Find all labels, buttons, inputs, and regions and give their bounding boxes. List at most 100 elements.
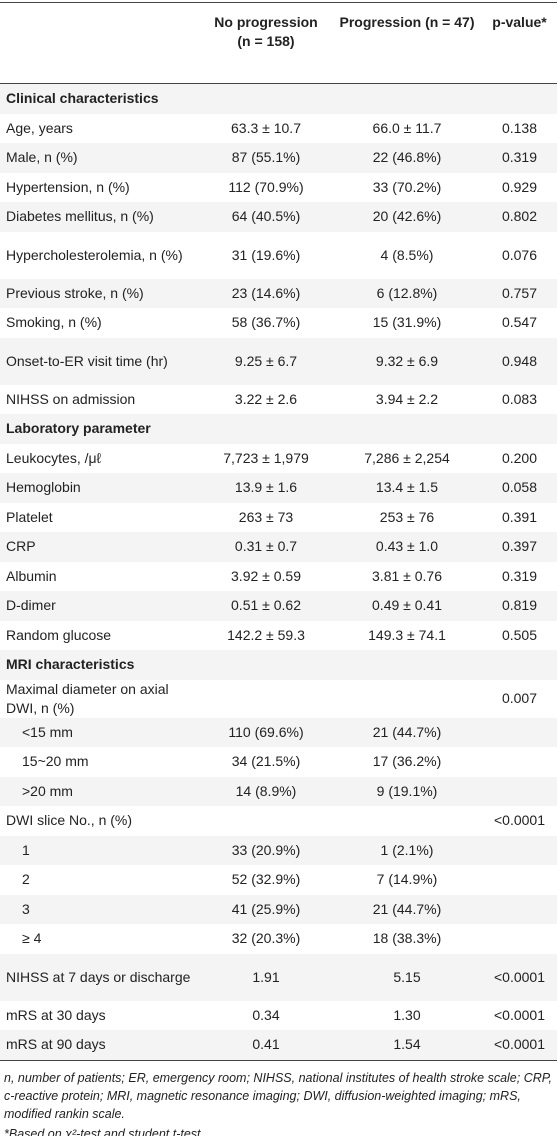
cell <box>200 680 332 718</box>
cell: 41 (25.9%) <box>231 900 301 917</box>
table-row: Onset-to-ER visit time (hr) 9.25 ± 6.7 9.3… <box>0 337 557 385</box>
row-label: CRP <box>6 538 36 555</box>
table-row: Leukocytes, /μℓ 7,723 ± 1,979 7,286 ± 2,25… <box>0 444 557 474</box>
cell: 58 (36.7%) <box>231 314 301 331</box>
cell: 34 (21.5%) <box>231 753 301 770</box>
row-label: Platelet <box>6 508 53 525</box>
table-row: 3 41 (25.9%) 21 (44.7%) <box>0 894 557 925</box>
table-row: Random glucose 142.2 ± 59.3 149.3 ± 74.1 0.… <box>0 621 557 651</box>
cell: 253 ± 76 <box>379 508 435 525</box>
row-label: 3 <box>22 900 30 917</box>
cell: 263 ± 73 <box>238 508 294 525</box>
section-row: MRI characteristics <box>0 650 557 680</box>
cell <box>482 718 557 748</box>
table-row: Hypertension, n (%) 112 (70.9%) 33 (70.2%)… <box>0 173 557 203</box>
table-row: Platelet 263 ± 73 253 ± 76 0.391 <box>0 503 557 533</box>
cell <box>482 865 557 895</box>
row-label: Hypercholesterolemia, n (%) <box>6 246 183 263</box>
row-label: mRS at 90 days <box>6 1036 106 1053</box>
cell: 3.81 ± 0.76 <box>372 567 442 584</box>
cell <box>482 747 557 777</box>
footnote: n, number of patients; ER, emergency roo… <box>4 1070 552 1121</box>
table-row: D-dimer 0.51 ± 0.62 0.49 ± 0.41 0.819 <box>0 591 557 621</box>
row-label: D-dimer <box>6 597 56 614</box>
row-label: Onset-to-ER visit time (hr) <box>6 352 168 369</box>
table-body: Clinical characteristics Age, years 63.3 ±… <box>0 83 557 1060</box>
table-row: Age, years 63.3 ± 10.7 66.0 ± 11.7 0.138 <box>0 114 557 144</box>
row-label: ≥ 4 <box>22 930 42 947</box>
table-row: 1 33 (20.9%) 1 (2.1%) <box>0 835 557 866</box>
cell: 1.54 <box>393 1036 421 1053</box>
cell: <0.0001 <box>494 812 545 829</box>
cell: 5.15 <box>393 968 421 985</box>
cell: 1.91 <box>252 968 280 985</box>
table-row: 2 52 (32.9%) 7 (14.9%) <box>0 865 557 895</box>
section-row: Clinical characteristics <box>0 83 557 114</box>
cell: 1 (2.1%) <box>380 841 434 858</box>
table-row: mRS at 90 days 0.41 1.54 <0.0001 <box>0 1030 557 1060</box>
row-label: mRS at 30 days <box>6 1006 106 1023</box>
cell: <0.0001 <box>494 1006 545 1023</box>
cell: 0.49 ± 0.41 <box>372 597 442 614</box>
cell: 15 (31.9%) <box>372 314 442 331</box>
row-label: Albumin <box>6 567 57 584</box>
cell <box>482 836 557 866</box>
cell: 149.3 ± 74.1 <box>368 626 446 643</box>
cell <box>482 895 557 925</box>
row-label: Hemoglobin <box>6 479 81 496</box>
row-label: 1 <box>22 841 30 858</box>
row-label: 15~20 mm <box>22 753 89 770</box>
cell: 0.34 <box>252 1006 280 1023</box>
cell: 0.41 <box>252 1036 280 1053</box>
cell: 20 (42.6%) <box>372 208 442 225</box>
cell: 0.948 <box>501 352 538 369</box>
table-row: 15~20 mm 34 (21.5%) 17 (36.2%) <box>0 747 557 777</box>
cell: 3.92 ± 0.59 <box>231 567 301 584</box>
cell: 33 (20.9%) <box>231 841 301 858</box>
row-label: Age, years <box>6 119 73 136</box>
cell: <0.0001 <box>494 1036 545 1053</box>
cell: 3.22 ± 2.6 <box>234 390 298 407</box>
cell: 33 (70.2%) <box>372 178 442 195</box>
cell: 23 (14.6%) <box>231 284 301 301</box>
cell: 9 (19.1%) <box>376 782 438 799</box>
cell: 0.083 <box>501 390 538 407</box>
footnote: *Based on χ²-test and student t-test. <box>4 1126 204 1136</box>
cell: 14 (8.9%) <box>235 782 297 799</box>
cell: <0.0001 <box>494 968 545 985</box>
row-label: Previous stroke, n (%) <box>6 284 144 301</box>
cell: 7,723 ± 1,979 <box>223 449 309 466</box>
cell: 0.505 <box>501 626 538 643</box>
cell: 3.94 ± 2.2 <box>375 390 439 407</box>
table-row: Albumin 3.92 ± 0.59 3.81 ± 0.76 0.319 <box>0 562 557 592</box>
cell: 0.802 <box>501 208 538 225</box>
row-label: DWI slice No., n (%) <box>6 812 133 829</box>
cell: 0.319 <box>501 149 538 166</box>
table-row: ≥ 4 32 (20.3%) 18 (38.3%) <box>0 924 557 954</box>
cell: 13.9 ± 1.6 <box>234 479 298 496</box>
table-row: NIHSS on admission 3.22 ± 2.6 3.94 ± 2.2 0.… <box>0 385 557 415</box>
row-label: Hypertension, n (%) <box>6 178 130 195</box>
cell: 32 (20.3%) <box>231 930 301 947</box>
header-cell: Progression (n = 47) <box>332 2 482 84</box>
header-cell: No progression (n = 158) <box>200 2 332 84</box>
header-cell <box>0 2 200 84</box>
row-label: NIHSS at 7 days or discharge <box>6 968 191 985</box>
cell: 63.3 ± 10.7 <box>231 119 301 136</box>
section-title: Clinical characteristics <box>6 90 159 107</box>
row-label: Diabetes mellitus, n (%) <box>6 208 154 225</box>
cell: 142.2 ± 59.3 <box>227 626 305 643</box>
table-row: Maximal diameter on axial DWI, n (%) 0.00… <box>0 680 557 718</box>
section-row: Laboratory parameter <box>0 414 557 444</box>
header-row: No progression (n = 158) Progression (n … <box>0 2 557 84</box>
cell: 0.007 <box>501 690 538 706</box>
cell: 87 (55.1%) <box>231 149 301 166</box>
cell <box>482 924 557 954</box>
section-title: Laboratory parameter <box>6 420 151 437</box>
cell: 0.200 <box>501 449 538 466</box>
table-row: Hypercholesterolemia, n (%) 31 (19.6%) 4 (… <box>0 232 557 279</box>
cell: 0.43 ± 1.0 <box>375 538 439 555</box>
cell: 0.076 <box>501 246 538 263</box>
row-label: <15 mm <box>22 723 73 740</box>
